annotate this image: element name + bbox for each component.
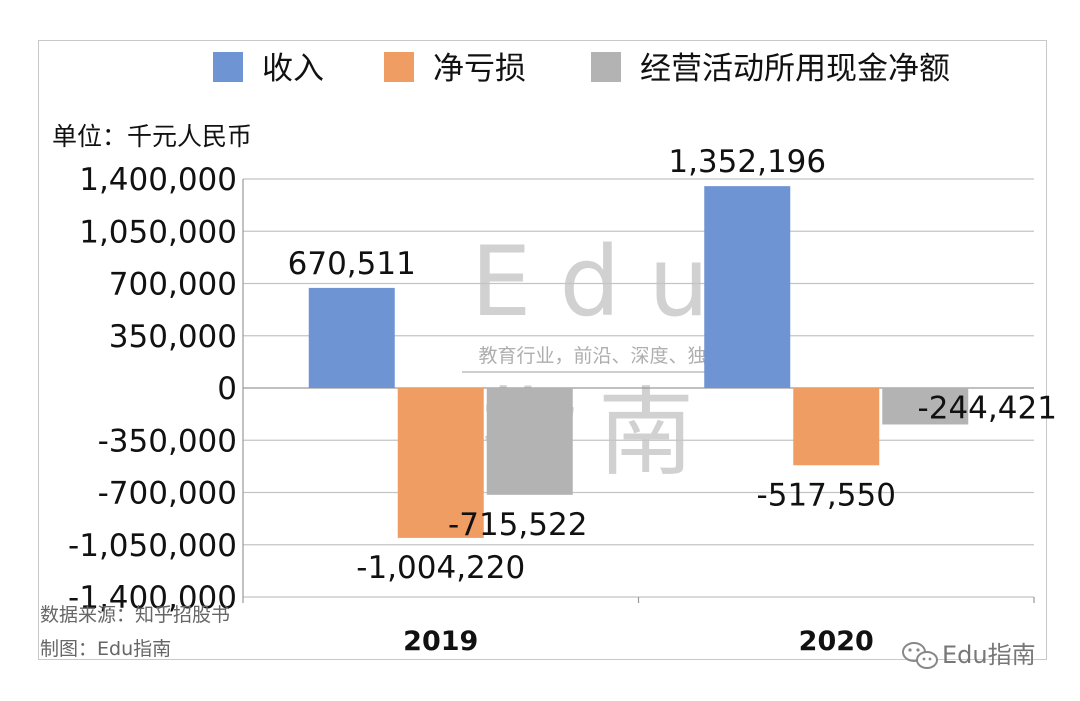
x-category-label: 2019 [403, 626, 478, 657]
y-tick-label: 1,400,000 [79, 162, 237, 198]
gridlines [242, 178, 1035, 603]
legend-swatch-net-loss [384, 52, 414, 82]
y-tick-label: -1,400,000 [68, 580, 237, 616]
brand-name: Edu指南 [942, 641, 1036, 669]
bar [308, 287, 395, 388]
bar [486, 388, 573, 495]
y-tick-label: 700,000 [109, 267, 237, 303]
value-label: -517,550 [757, 477, 896, 513]
chart-frame [38, 40, 1047, 660]
legend-label-operating-cash: 经营活动所用现金净额 [640, 51, 950, 87]
bar [882, 388, 969, 425]
value-label: 1,352,196 [668, 144, 826, 180]
watermark: Edu 教育行业，前沿、深度、独家 指南 [462, 226, 744, 489]
legend-swatch-revenue [213, 52, 243, 82]
legend-swatch-operating-cash [591, 52, 621, 82]
value-label: -1,004,220 [356, 550, 525, 586]
y-tick-label: 350,000 [109, 319, 237, 355]
brand: Edu指南 [902, 641, 1036, 669]
legend: 收入 净亏损 经营活动所用现金净额 [213, 51, 950, 87]
y-tick-label: 1,050,000 [79, 214, 237, 250]
watermark-edu: Edu [471, 226, 737, 338]
source-line: 数据来源：知乎招股书 [40, 604, 230, 626]
y-tick-label: -700,000 [98, 476, 237, 512]
x-category-label: 2020 [799, 626, 874, 657]
unit-label: 单位：千元人民币 [52, 122, 252, 151]
bars [308, 186, 969, 538]
y-tick-label: -350,000 [98, 423, 237, 459]
credit-line: 制图：Edu指南 [40, 638, 171, 660]
bar [397, 388, 484, 538]
x-axis-categories: 2019 2020 [403, 626, 874, 657]
watermark-tagline: 教育行业，前沿、深度、独家 [478, 345, 725, 367]
value-label: 670,511 [288, 246, 416, 282]
value-label: -244,421 [918, 390, 1057, 426]
y-tick-label: -1,050,000 [68, 528, 237, 564]
legend-label-revenue: 收入 [262, 51, 324, 87]
value-label: -715,522 [448, 507, 587, 543]
value-labels: 670,511 -1,004,220 -715,522 1,352,196 -517,5… [288, 144, 1057, 586]
legend-label-net-loss: 净亏损 [433, 51, 526, 87]
bar [704, 186, 791, 388]
y-tick-label: 0 [217, 371, 237, 407]
bar [793, 388, 880, 466]
y-axis-ticks: 1,400,000 1,050,000 700,000 350,000 0 -350,00… [68, 162, 237, 616]
wechat-icon [902, 642, 938, 669]
